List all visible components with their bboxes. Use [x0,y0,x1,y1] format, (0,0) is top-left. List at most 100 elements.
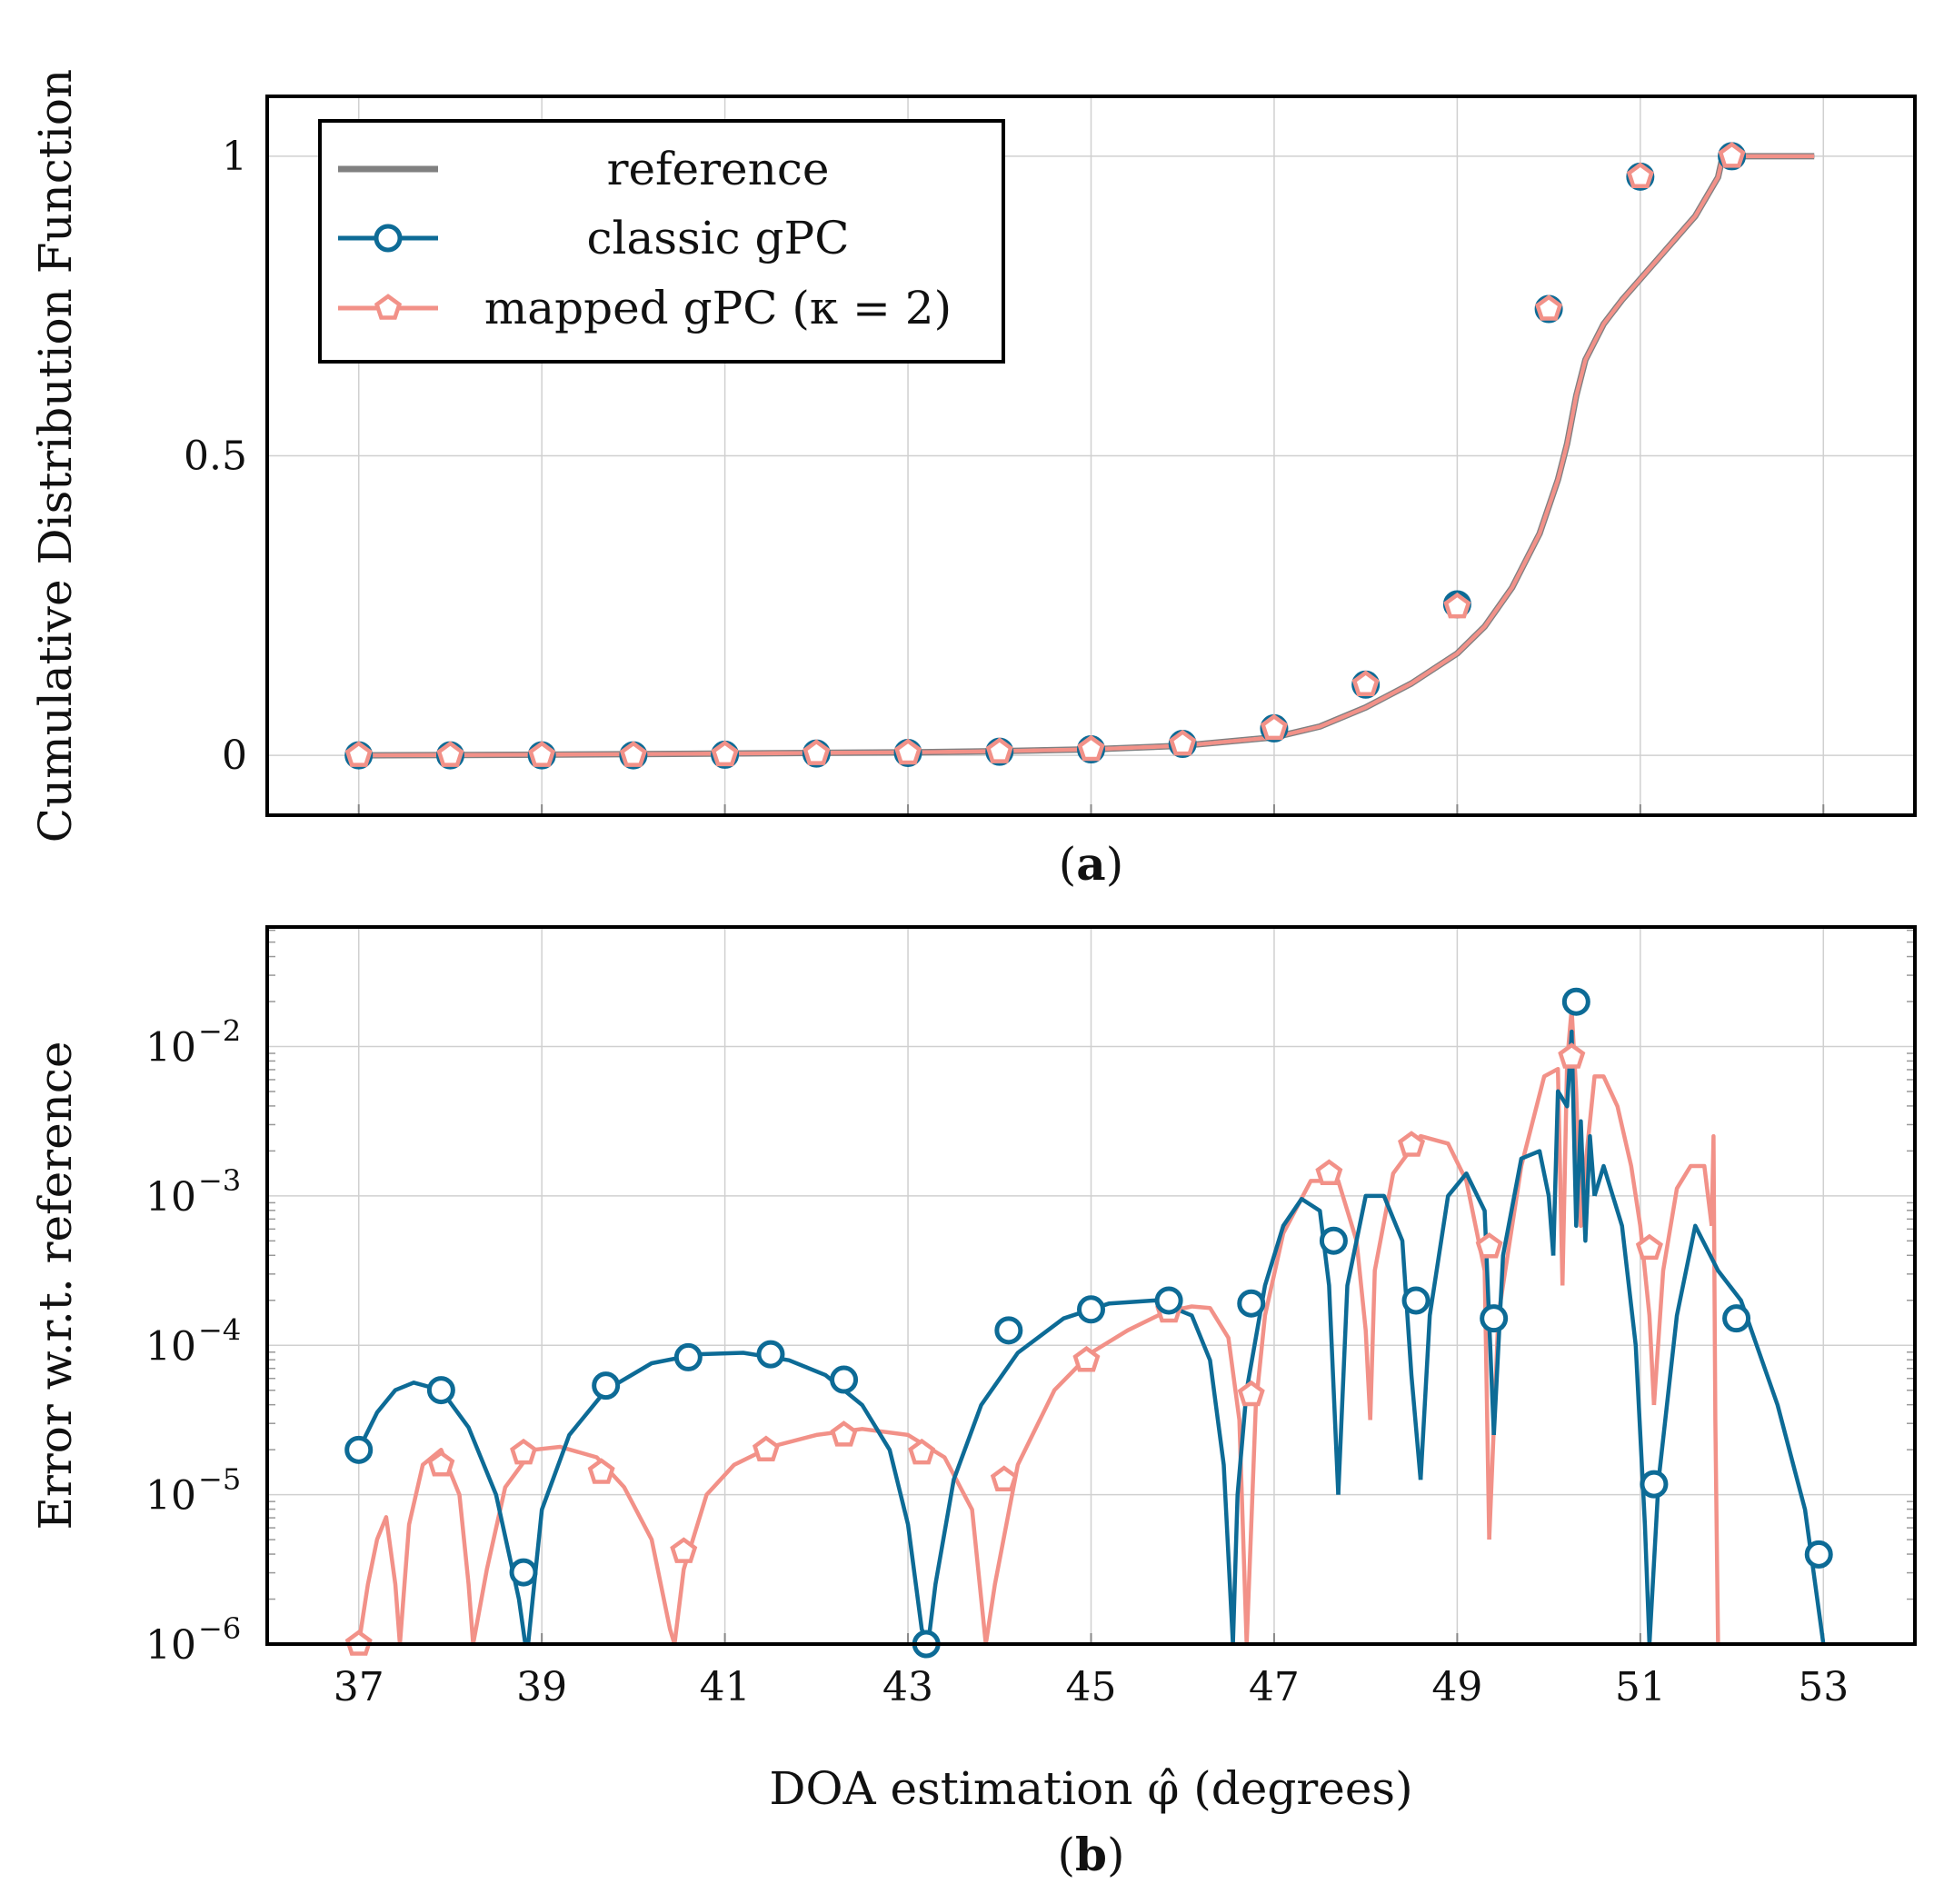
panel-a-markers [344,142,1747,770]
panel-b-marker-classic-gpc [1804,1540,1833,1569]
panel-b-y-ticks: 10−610−510−410−310−2 [145,1014,241,1670]
panel-b-y-tick-label: 10 [145,1025,196,1072]
panel-b-line-mapped-gpc [397,1448,475,1644]
panel-a-marker-mapped-gpc [1718,142,1746,168]
panel-b-line-mapped-gpc [1583,1074,1657,1406]
panel-b-marker-classic-gpc [592,1371,621,1401]
panel-b-marker-classic-gpc [1722,1304,1751,1333]
panel-b-marker-mapped-gpc [752,1435,780,1462]
panel-a-marker-mapped-gpc [344,741,373,767]
panel-b-line-classic-gpc [1336,1193,1423,1495]
panel-b-marker-mapped-gpc [1072,1345,1101,1372]
legend-label: classic gPC [587,212,850,264]
panel-b-marker-classic-gpc [756,1340,785,1369]
panel-b-y-tick-label: 10 [145,1323,196,1370]
panel-b-grid [267,927,1915,1645]
panel-a-y-tick-label: 0.5 [184,434,247,480]
panel-b-x-tick-label: 43 [882,1664,933,1710]
panel-a-y-tick-label: 1 [222,134,247,180]
panel-b-line-classic-gpc [1647,1223,1826,1644]
panel-a-marker-mapped-gpc [1443,592,1471,619]
legend-marker-circle [374,224,403,253]
legend-box [318,119,1005,364]
panel-b-marker-classic-gpc [1561,987,1590,1016]
panel-b-x-tick-label: 47 [1249,1664,1300,1710]
panel-b-marker-mapped-gpc [1398,1131,1426,1157]
panel-b-line-classic-gpc [1550,1029,1597,1256]
panel-b-marker-classic-gpc [509,1558,538,1587]
panel-b-y-axis-label: Error w.r.t. reference [29,1041,82,1530]
panel-a-y-axis-label: Cumulative Distribution Function [29,69,82,842]
panel-b-x-tick-label: 37 [334,1664,384,1710]
panel-a-marker-mapped-gpc [1351,670,1380,697]
panel-a-marker-mapped-gpc [1535,294,1563,321]
panel-b-x-tick-label: 39 [516,1664,567,1710]
panel-b-x-axis-label: DOA estimation φ̂ (degrees) [769,1762,1412,1815]
panel-b-y-tick-exponent: −6 [198,1611,241,1646]
panel-a-series [358,153,1815,759]
panel-b-marker-mapped-gpc [1315,1159,1343,1185]
panel-b-line-mapped-gpc [1710,1133,1720,1644]
panel-b-x-tick-label: 45 [1066,1664,1117,1710]
legend-marker-pentagon [374,294,403,320]
panel-b-line-mapped-gpc [1651,1163,1714,1406]
panel-b-x-tick-label: 53 [1798,1664,1849,1710]
panel-a-frame [265,95,1917,817]
panel-b-x-tick-label: 51 [1615,1664,1666,1710]
panel-b-marker-classic-gpc [1480,1304,1509,1333]
panel-b-y-tick-exponent: −4 [198,1312,241,1347]
panel-a-marker-mapped-gpc [1169,729,1197,756]
panel-b-marker-classic-gpc [1237,1289,1266,1318]
panel-a-caption-letter: a [1076,837,1105,891]
panel-a-marker-mapped-gpc [1077,734,1105,762]
panel-b-marker-mapped-gpc [990,1465,1018,1491]
panel-a-marker-mapped-gpc [619,741,647,767]
panel-b-marker-mapped-gpc [587,1458,615,1484]
svg-text:(a): (a) [1059,837,1123,891]
panel-b-line-classic-gpc [1491,1149,1556,1436]
panel-a-y-ticks: 00.51 [184,134,247,779]
svg-text:(b): (b) [1058,1828,1125,1881]
panel-b-frame [265,925,1917,1646]
panel-a-marker-mapped-gpc [1626,162,1654,189]
legend-label: mapped gPC (κ = 2) [484,282,952,334]
panel-b-line-mapped-gpc [471,1444,677,1644]
panel-b-marker-classic-gpc [994,1316,1023,1345]
panel-a-marker-mapped-gpc [803,739,831,765]
panel-a-cdf-chart: 00.51 Cumulative Distribution Function (… [29,69,1917,891]
panel-a-marker-mapped-gpc [436,741,464,767]
panel-b-line-mapped-gpc [1244,1179,1372,1644]
panel-b-x-tick-label: 41 [700,1664,751,1710]
panel-b-marker-classic-gpc [344,1435,374,1464]
panel-a-marker-mapped-gpc [894,738,922,765]
panel-b-marker-classic-gpc [673,1342,703,1371]
panel-b-marker-classic-gpc [1077,1295,1105,1324]
panel-b-x-ticks: 37 39 41 43 45 47 49 51 53 [334,1664,1849,1710]
panel-b-line-classic-gpc [525,1351,931,1644]
panel-b-caption: (b) [1058,1828,1125,1881]
panel-b-marker-mapped-gpc [908,1438,936,1465]
panel-b-marker-classic-gpc [1154,1286,1183,1315]
panel-b-marker-mapped-gpc [1635,1233,1663,1261]
panel-b-marker-classic-gpc [1319,1226,1348,1255]
legend: reference classic gPC mapped gPC (κ = 2) [318,119,1005,364]
panel-a-marker-mapped-gpc [1260,713,1288,741]
panel-b-marker-classic-gpc [1401,1286,1431,1315]
panel-b-line-classic-gpc [1231,1196,1341,1644]
panel-b-marker-mapped-gpc [830,1421,858,1447]
panel-b-line-mapped-gpc [672,1427,988,1644]
panel-b-x-tick-label: 49 [1431,1664,1482,1710]
panel-a-marker-mapped-gpc [711,740,739,767]
panel-b-marker-classic-gpc [830,1365,859,1394]
panel-b-line-classic-gpc [1592,1163,1652,1644]
panel-b-line-classic-gpc [356,1381,529,1644]
panel-a-marker-mapped-gpc [528,741,556,767]
panel-a-y-tick-label: 0 [222,733,247,779]
panel-b-y-tick-label: 10 [145,1622,196,1669]
panel-b-y-tick-exponent: −2 [198,1014,241,1049]
panel-b-marker-mapped-gpc [1237,1380,1265,1407]
panel-b-marker-mapped-gpc [510,1438,538,1465]
panel-b-marker-mapped-gpc [427,1450,455,1477]
panel-b-y-tick-exponent: −3 [198,1163,241,1198]
